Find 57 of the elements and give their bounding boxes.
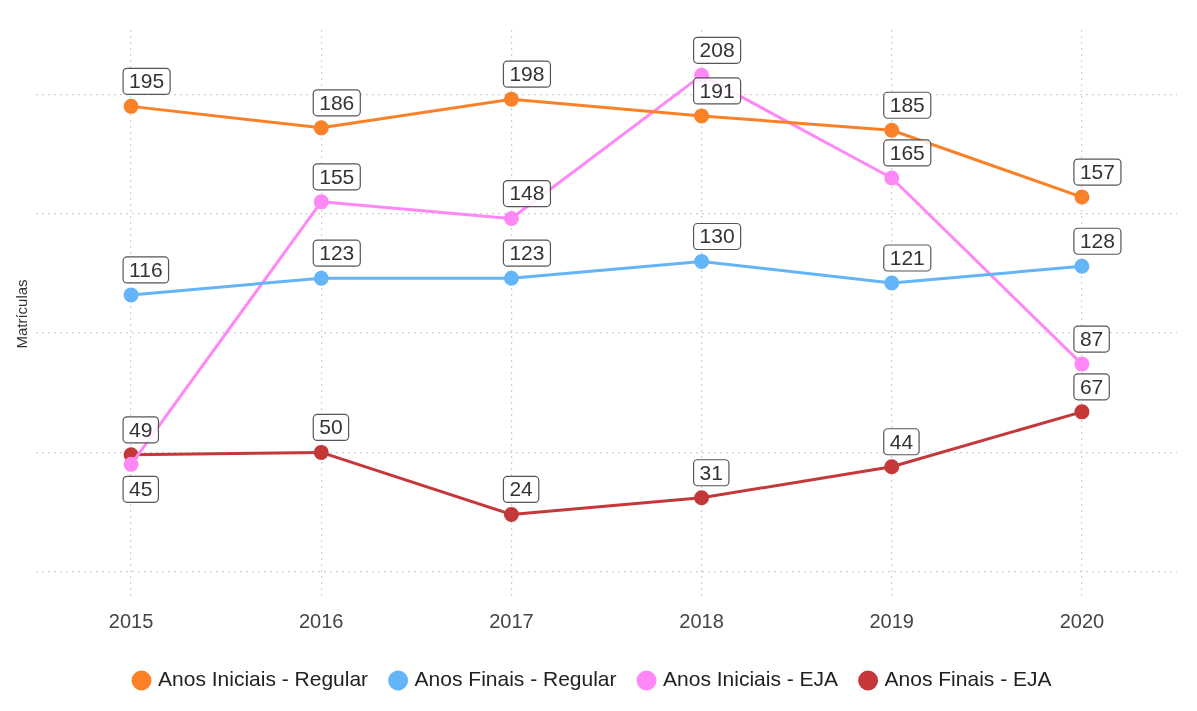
data-label: 87 xyxy=(1079,326,1104,350)
x-tick-label: 2019 xyxy=(869,609,914,632)
point xyxy=(1074,404,1090,420)
point xyxy=(503,506,519,522)
point xyxy=(884,170,900,186)
data-label: 198 xyxy=(509,62,545,86)
point xyxy=(694,490,710,506)
point xyxy=(313,270,329,286)
point xyxy=(313,194,329,210)
data-label: 155 xyxy=(319,164,355,188)
x-tick-label: 2018 xyxy=(679,609,724,632)
data-label: 45 xyxy=(129,477,153,501)
data-label: 24 xyxy=(509,477,534,501)
data-label: 121 xyxy=(889,245,925,269)
data-label: 148 xyxy=(509,181,545,205)
point xyxy=(313,120,329,136)
point xyxy=(1074,258,1090,274)
point xyxy=(503,211,519,227)
data-label: 185 xyxy=(889,93,925,117)
point xyxy=(884,122,900,138)
point xyxy=(313,444,329,460)
data-label: 31 xyxy=(699,460,723,484)
data-label: 116 xyxy=(129,257,163,281)
x-tick-label: 2020 xyxy=(1059,609,1105,632)
point xyxy=(503,270,519,286)
data-label: 49 xyxy=(129,417,153,441)
data-label: 128 xyxy=(1079,229,1115,253)
legend-label: Anos Finais - Regular xyxy=(414,667,617,691)
point xyxy=(884,459,900,475)
x-tick-label: 2016 xyxy=(299,609,344,632)
legend-label: Anos Iniciais - EJA xyxy=(663,667,839,691)
point xyxy=(123,98,139,114)
data-label: 157 xyxy=(1079,159,1115,183)
point xyxy=(1074,189,1090,205)
data-label: 67 xyxy=(1079,374,1104,398)
y-axis-title: Matrículas xyxy=(13,279,31,349)
point xyxy=(884,275,900,291)
data-label: 130 xyxy=(699,224,735,248)
data-label: 191 xyxy=(699,78,735,102)
x-tick-label: 2015 xyxy=(108,609,154,632)
data-label: 186 xyxy=(319,90,355,114)
legend-label: Anos Finais - EJA xyxy=(884,667,1052,691)
point xyxy=(1074,356,1090,372)
legend-label: Anos Iniciais - Regular xyxy=(158,667,369,691)
data-label: 208 xyxy=(699,38,735,62)
data-label: 195 xyxy=(129,69,165,93)
data-label: 123 xyxy=(319,241,355,264)
point xyxy=(694,254,710,269)
point xyxy=(123,287,139,303)
data-label: 165 xyxy=(889,140,925,164)
data-label: 44 xyxy=(889,429,914,453)
point xyxy=(503,91,519,107)
point xyxy=(694,108,710,124)
point xyxy=(123,456,139,472)
data-label: 50 xyxy=(319,415,343,439)
x-tick-label: 2017 xyxy=(489,609,534,632)
data-label: 123 xyxy=(509,241,545,264)
